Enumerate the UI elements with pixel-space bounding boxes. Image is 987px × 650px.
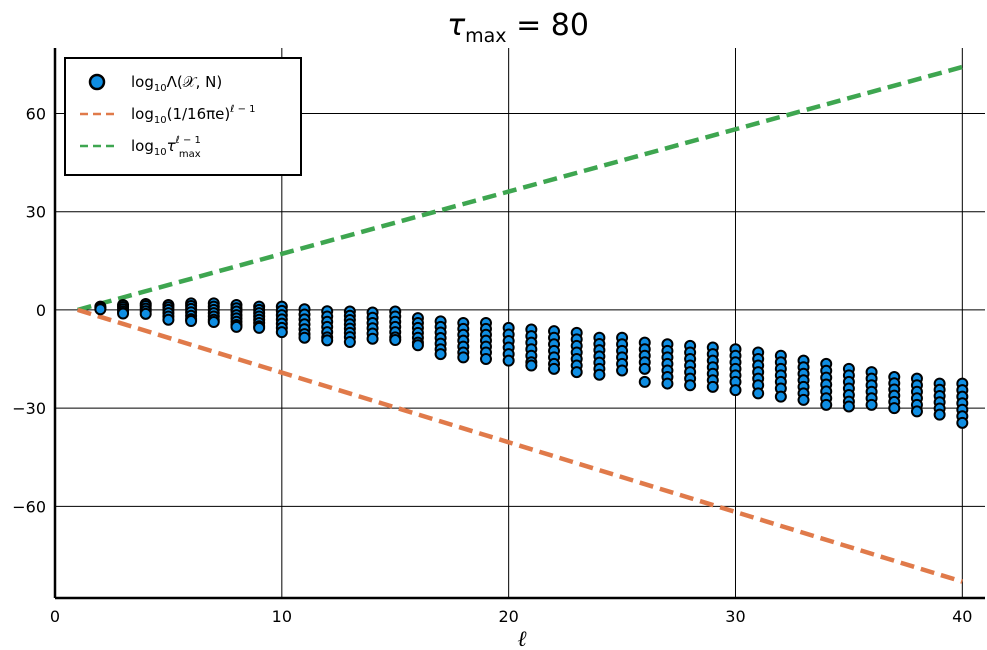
scatter-point-22-6 <box>548 362 561 375</box>
scatter-points <box>94 297 969 429</box>
scatter-point-7-6 <box>207 316 220 329</box>
scatter-point-19-6 <box>479 353 492 366</box>
reference-lines <box>77 64 963 584</box>
legend-label-green: log10τℓ − 1 max <box>131 135 201 160</box>
x-tick-label-20: 20 <box>498 607 518 626</box>
scatter-point-21-6 <box>525 359 538 372</box>
tick-labels: 0 10 20 30 40 60 30 0 −30 −60 <box>12 104 972 626</box>
scatter-point-39-5 <box>933 408 946 421</box>
scatter-point-5-5 <box>162 313 175 326</box>
title-rest: = 80 <box>507 8 589 43</box>
scatter-point-23-6 <box>570 366 583 379</box>
scatter-point-14-5 <box>366 332 379 345</box>
scatter-point-32-6 <box>774 390 787 403</box>
orange-dashed-line <box>77 307 963 584</box>
scatter-point-8-7 <box>230 320 243 333</box>
scatter-point-13-7 <box>343 335 356 348</box>
scatter-point-29-6 <box>706 380 719 393</box>
scatter-point-33-6 <box>797 393 810 406</box>
scatter-point-17-6 <box>434 348 447 361</box>
scatter-point-3-4 <box>117 307 130 320</box>
scatter-point-40-6 <box>956 416 969 429</box>
scatter-point-16-6 <box>411 339 424 352</box>
y-tick-label-0: 0 <box>36 301 46 320</box>
x-tick-label-30: 30 <box>725 607 745 626</box>
x-tick-label-40: 40 <box>952 607 972 626</box>
scatter-point-25-5 <box>616 364 629 377</box>
scatter-point-28-6 <box>684 379 697 392</box>
scatter-point-6-6 <box>185 315 198 328</box>
y-tick-label--60: −60 <box>12 497 46 516</box>
scatter-point-11-6 <box>298 331 311 344</box>
scatter-point-2-2 <box>94 303 107 316</box>
scatter-point-31-6 <box>752 387 765 400</box>
scatter-point-24-6 <box>593 368 606 381</box>
scatter-point-37-5 <box>888 402 901 415</box>
scatter-point-27-6 <box>661 377 674 390</box>
x-axis-label: ℓ <box>517 627 527 650</box>
scatter-point-26-4 <box>638 362 651 375</box>
chart-title: τmax = 80 <box>447 8 589 47</box>
x-tick-label-0: 0 <box>50 607 60 626</box>
scatter-point-38-5 <box>910 405 923 418</box>
y-tick-label--30: −30 <box>12 399 46 418</box>
scatter-point-36-5 <box>865 398 878 411</box>
x-tick-label-10: 10 <box>272 607 292 626</box>
scatter-point-26-5 <box>638 375 651 388</box>
legend: log10Λ(𝒳, N) log10(1/16πe)ℓ − 1 log10τℓ … <box>64 57 302 176</box>
scatter-point-12-6 <box>321 334 334 347</box>
scatter-point-30-6 <box>729 384 742 397</box>
legend-label-orange: log10(1/16πe)ℓ − 1 <box>131 104 256 126</box>
legend-marker-scatter <box>88 73 106 91</box>
green-dashed-line <box>77 64 963 313</box>
legend-box <box>64 57 302 176</box>
y-tick-label-30: 30 <box>26 203 46 222</box>
scatter-point-15-6 <box>389 334 402 347</box>
legend-label-scatter: log10Λ(𝒳, N) <box>131 73 222 94</box>
axes <box>53 48 985 600</box>
scatter-point-20-5 <box>502 354 515 367</box>
scatter-point-10-6 <box>275 326 288 339</box>
scatter-point-9-7 <box>253 321 266 334</box>
scatter-point-4-4 <box>139 307 152 320</box>
scatter-point-18-6 <box>457 351 470 364</box>
y-tick-label-60: 60 <box>26 104 46 123</box>
scatter-point-34-6 <box>820 398 833 411</box>
scatter-point-35-6 <box>842 400 855 413</box>
title-sub: max <box>465 25 506 47</box>
title-main: τ <box>447 8 466 43</box>
